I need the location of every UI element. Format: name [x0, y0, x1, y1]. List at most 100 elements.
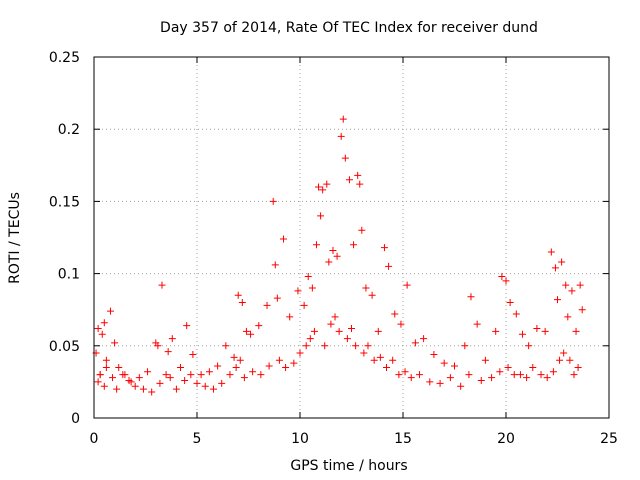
data-point	[100, 382, 108, 390]
data-point	[125, 376, 133, 384]
data-point	[430, 350, 438, 358]
data-point	[214, 362, 222, 370]
plot-frame	[93, 56, 610, 419]
data-point	[572, 327, 580, 335]
data-point	[345, 176, 353, 184]
data-point	[131, 382, 139, 390]
data-point	[222, 342, 230, 350]
data-point	[323, 180, 331, 188]
data-point	[257, 371, 265, 379]
x-tick-label: 20	[497, 431, 515, 447]
data-point	[477, 376, 485, 384]
data-point	[315, 183, 323, 191]
data-point	[321, 342, 329, 350]
data-point	[98, 330, 106, 338]
data-point	[102, 363, 110, 371]
x-tick-label: 0	[90, 431, 99, 447]
data-point	[578, 306, 586, 314]
data-point	[440, 359, 448, 367]
data-point	[558, 258, 566, 266]
data-point	[242, 327, 250, 335]
data-point	[341, 154, 349, 162]
data-point	[488, 374, 496, 382]
data-point	[426, 378, 434, 386]
data-point	[451, 362, 458, 370]
data-point	[290, 359, 298, 367]
data-point	[275, 356, 283, 364]
data-point	[467, 293, 475, 301]
data-point	[446, 374, 454, 382]
x-tick-label: 15	[394, 431, 412, 447]
data-point	[94, 324, 102, 332]
data-point	[240, 374, 248, 382]
data-point	[562, 281, 570, 289]
data-point	[135, 374, 143, 382]
data-point	[465, 371, 473, 379]
data-point	[554, 296, 561, 304]
data-point	[374, 327, 382, 335]
data-point	[312, 241, 320, 249]
data-point	[168, 335, 176, 343]
y-tick-label: 0.25	[49, 50, 80, 66]
data-point	[473, 320, 481, 328]
data-point	[154, 342, 162, 350]
data-point	[286, 313, 294, 321]
data-point	[566, 356, 574, 364]
data-point	[362, 284, 370, 292]
data-point	[529, 363, 537, 371]
data-point	[397, 320, 405, 328]
data-point	[197, 371, 205, 379]
data-point	[249, 368, 257, 376]
data-point	[564, 313, 572, 321]
data-point	[265, 362, 273, 370]
y-tick-label: 0.2	[58, 122, 80, 138]
data-point	[162, 371, 170, 379]
data-point	[302, 342, 310, 350]
data-point	[560, 349, 568, 357]
data-point	[94, 378, 102, 386]
data-point	[523, 374, 531, 382]
data-point	[348, 324, 355, 332]
data-point	[510, 371, 518, 379]
data-point	[354, 171, 362, 179]
data-point	[327, 320, 335, 328]
data-point	[282, 363, 290, 371]
data-point	[350, 241, 358, 249]
data-point	[518, 330, 526, 338]
data-point	[407, 374, 415, 382]
data-point	[502, 277, 510, 285]
data-point	[352, 342, 360, 350]
data-point	[226, 371, 234, 379]
data-point	[280, 235, 288, 243]
data-point	[144, 368, 152, 376]
y-axis-label: ROTI / TECUs	[7, 192, 23, 284]
data-point	[308, 284, 316, 292]
data-point	[164, 348, 172, 356]
data-point	[436, 379, 444, 387]
data-point	[273, 294, 281, 302]
data-point	[551, 264, 559, 272]
y-tick-labels: 0 0.05 0.1 0.15 0.2 0.25	[49, 50, 80, 427]
data-point	[364, 342, 372, 350]
y-tick-label: 0.05	[49, 339, 80, 355]
data-point	[395, 371, 403, 379]
data-point	[368, 291, 376, 299]
x-tick-label: 5	[193, 431, 202, 447]
data-point	[96, 371, 104, 379]
data-point	[232, 363, 240, 371]
data-point	[156, 379, 164, 387]
data-point	[310, 327, 318, 335]
data-point	[319, 186, 327, 194]
data-point	[537, 371, 545, 379]
data-point	[113, 385, 121, 393]
data-point	[411, 339, 419, 347]
x-axis-label: GPS time / hours	[290, 458, 407, 474]
data-point	[525, 342, 533, 350]
data-point	[148, 388, 156, 396]
data-point	[294, 287, 302, 295]
data-point	[385, 262, 393, 270]
data-point	[457, 382, 465, 390]
x-tick-label: 25	[600, 431, 618, 447]
